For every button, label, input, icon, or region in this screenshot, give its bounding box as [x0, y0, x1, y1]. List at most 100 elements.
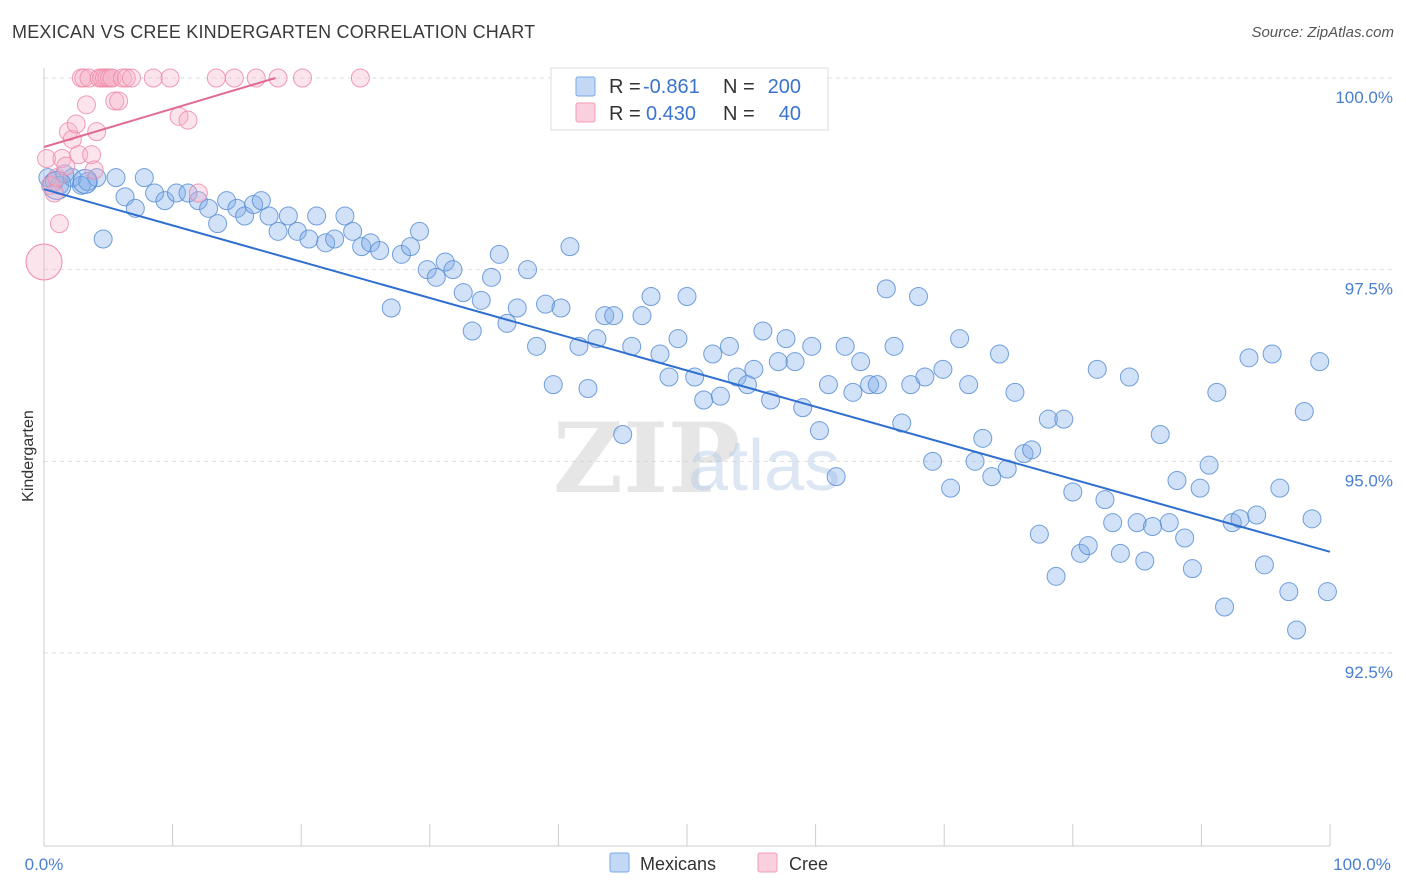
- mexicans-point: [941, 478, 961, 498]
- cree-point: [76, 95, 96, 115]
- mexicans-point: [1119, 367, 1139, 387]
- mexicans-point: [489, 244, 509, 264]
- legend-r-value-cree: 0.430: [646, 103, 696, 125]
- mexicans-point: [578, 379, 598, 398]
- mexicans-point: [178, 183, 198, 203]
- mexicans-point: [471, 290, 491, 310]
- mexicans-point: [753, 321, 773, 341]
- cree-point: [188, 183, 208, 203]
- mexicans-point: [370, 241, 390, 260]
- mexicans-point: [155, 191, 175, 211]
- y-axis-label: Kindergarten: [20, 410, 37, 502]
- mexicans-point: [287, 221, 307, 241]
- mexicans-point: [217, 191, 237, 211]
- mexicans-point: [1302, 509, 1322, 529]
- stats-legend: R = -0.861 N = 200 R = 0.430 N = 40: [550, 67, 829, 131]
- mexicans-point: [1262, 344, 1282, 364]
- mexicans-point: [410, 221, 430, 241]
- mexicans-point: [518, 260, 538, 280]
- cree-points: [25, 68, 370, 281]
- mexicans-point: [1095, 490, 1115, 510]
- mexicans-point: [1071, 543, 1091, 563]
- mexicans-point: [1310, 352, 1330, 372]
- mexicans-point: [641, 287, 661, 306]
- mexicans-point: [426, 267, 446, 287]
- legend-swatch-mexicans: [575, 76, 596, 97]
- mexicans-point: [325, 229, 345, 249]
- mexicans-point-large: [42, 170, 72, 200]
- mexicans-point: [793, 398, 813, 418]
- mexicans-point: [727, 367, 747, 387]
- mexicans-point: [251, 191, 271, 211]
- cree-point: [37, 149, 57, 168]
- mexicans-point: [1215, 597, 1235, 617]
- mexicans-point: [1135, 551, 1155, 571]
- x-tick-label-min: 0.0%: [25, 855, 64, 874]
- cree-point: [224, 68, 244, 88]
- mexicans-point: [527, 336, 547, 356]
- mexicans-point: [1087, 359, 1107, 379]
- y-tick-label: 95.0%: [1345, 471, 1393, 490]
- mexicans-point: [1239, 348, 1259, 368]
- mexicans-point: [685, 367, 705, 387]
- mexicans-point: [462, 321, 482, 341]
- mexicans-point: [259, 206, 279, 226]
- mexicans-point: [536, 294, 556, 314]
- mexicans-point: [307, 206, 327, 226]
- legend-n-value-mexicans: 200: [768, 76, 801, 98]
- cree-point: [178, 110, 198, 130]
- cree-trendline: [43, 77, 276, 148]
- y-tick-label: 97.5%: [1345, 280, 1393, 299]
- mexicans-point: [989, 344, 1009, 364]
- mexicans-point: [1199, 455, 1219, 475]
- cree-point: [102, 68, 122, 88]
- mexicans-point: [188, 191, 208, 211]
- mexicans-point: [1294, 402, 1314, 421]
- mexicans-point: [443, 260, 463, 280]
- mexicans-point: [1103, 513, 1123, 533]
- mexicans-point: [199, 198, 219, 218]
- mexicans-point: [166, 183, 186, 203]
- bottom-legend-swatch-mexicans: [609, 852, 630, 873]
- mexicans-point: [268, 221, 288, 241]
- mexicans-point: [1078, 536, 1098, 556]
- legend-r-label-cree: R =: [609, 103, 641, 125]
- cree-point: [109, 91, 129, 111]
- mexicans-point: [908, 287, 928, 306]
- mexicans-point: [809, 421, 829, 441]
- cree-point: [143, 68, 163, 88]
- mexicans-point: [613, 425, 633, 444]
- cree-point: [350, 68, 370, 88]
- mexicans-point: [604, 306, 624, 326]
- mexicans-point: [1182, 559, 1202, 579]
- mexicans-point: [851, 352, 871, 372]
- mexicans-point: [335, 206, 355, 226]
- mexicans-point: [1287, 620, 1307, 640]
- mexicans-point: [453, 283, 473, 303]
- mexicans-point: [343, 221, 363, 241]
- mexicans-point: [134, 168, 154, 188]
- legend-n-label-mexicans: N =: [723, 76, 755, 98]
- mexicans-point: [659, 367, 679, 387]
- mexicans-point: [106, 168, 126, 188]
- mexicans-point: [768, 352, 788, 372]
- cree-point: [160, 68, 180, 88]
- mexicans-point: [843, 382, 863, 402]
- mexicans-point: [543, 375, 563, 395]
- mexicans-point: [694, 390, 714, 410]
- x-axis-ticks: [172, 824, 1331, 846]
- cree-point: [206, 68, 226, 88]
- mexicans-point: [802, 336, 822, 356]
- mexicans-point: [1167, 471, 1187, 490]
- mexicans-point: [965, 451, 985, 471]
- bottom-legend-label-cree: Cree: [789, 854, 828, 874]
- mexicans-point: [668, 329, 688, 349]
- mexicans-point: [1029, 524, 1049, 544]
- mexicans-point: [710, 386, 730, 406]
- mexicans-point: [435, 252, 455, 272]
- mexicans-points: [38, 164, 1337, 640]
- x-tick-label-max: 100.0%: [1333, 855, 1391, 874]
- legend-swatch-cree: [575, 102, 596, 123]
- cree-point: [116, 68, 136, 88]
